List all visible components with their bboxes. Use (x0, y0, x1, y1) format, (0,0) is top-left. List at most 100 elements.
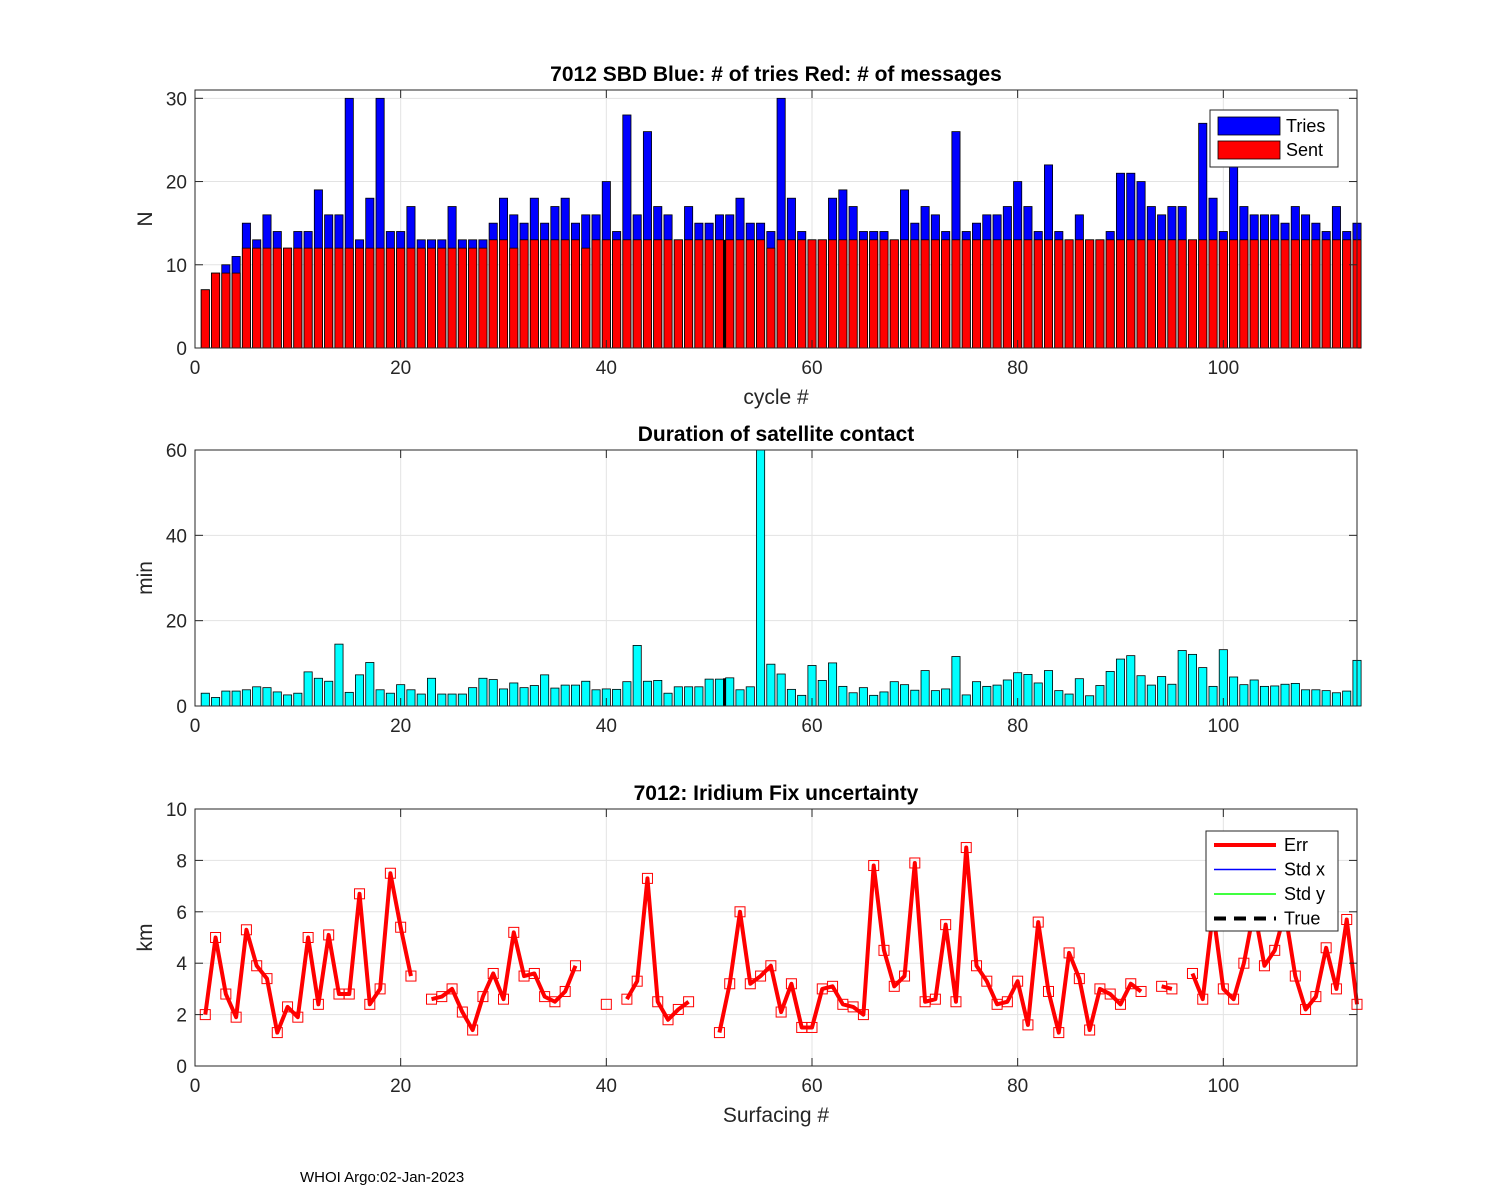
bar-sent (786, 239, 796, 349)
bar-duration (786, 688, 796, 707)
bar-sent (961, 239, 971, 349)
bar-duration (437, 693, 447, 707)
y-tick-label: 6 (176, 903, 187, 924)
chart-panel-fix-uncertainty: 0 20 40 60 80 100 0 2 4 6 8 10 7012: Iridium Fix unc… (134, 782, 1363, 1127)
point-marker (498, 993, 509, 1005)
bar-sent (1311, 239, 1321, 349)
point-marker (734, 906, 746, 918)
bar-sent (1167, 239, 1177, 349)
bar-sent (725, 239, 735, 349)
x-tick-label: 80 (1007, 358, 1028, 379)
point-marker (271, 1027, 283, 1039)
bar-duration (1239, 684, 1249, 707)
bar-duration (766, 663, 776, 707)
bar-sent (272, 247, 282, 349)
bar-duration (211, 697, 221, 707)
bar-sent (745, 239, 755, 349)
bar-sent (622, 239, 632, 349)
legend-label-sent: Sent (1286, 140, 1323, 160)
bar-sent (385, 247, 395, 349)
bar-sent (1280, 239, 1290, 349)
bar-duration (1342, 690, 1352, 707)
bar-duration (1198, 667, 1208, 707)
point-marker (436, 991, 448, 1003)
bar-sent (1239, 239, 1249, 349)
bar-duration (1167, 683, 1177, 707)
point-marker (683, 996, 695, 1008)
point-marker (672, 1003, 684, 1015)
bar-sent (570, 239, 580, 349)
x-tick-label: 0 (190, 1076, 201, 1097)
bar-duration (1218, 649, 1228, 707)
bar-sent (1126, 239, 1136, 349)
bar-duration (1229, 676, 1239, 707)
point-marker (755, 970, 767, 982)
x-tick-label: 20 (390, 358, 411, 379)
x-tick-label: 60 (801, 716, 822, 737)
bar-sent (211, 272, 221, 349)
bar-duration (879, 691, 889, 707)
point-marker (251, 960, 263, 972)
bar-sent (1033, 239, 1043, 349)
bar-sent (355, 247, 365, 349)
chart-panel-sbd-tries: 0 20 40 60 80 100 0 10 20 30 7012 SBD Blue: # of t… (134, 63, 1362, 409)
x-tick-label: 100 (1207, 1076, 1239, 1097)
bar-duration (427, 677, 437, 707)
bar-duration (313, 677, 323, 707)
point-marker (1001, 996, 1013, 1008)
point-marker (508, 926, 520, 938)
bar-sent (642, 239, 652, 349)
bar-duration (1136, 675, 1146, 707)
bar-sent (1208, 239, 1218, 349)
bar-duration (961, 694, 971, 707)
x-tick-label: 60 (801, 1076, 822, 1097)
bar-duration (817, 680, 827, 707)
bar-duration (262, 687, 272, 707)
bar-duration (509, 682, 519, 707)
bar-duration (385, 692, 395, 707)
bar-duration (1033, 682, 1043, 707)
legend-label-std-y: Std y (1284, 884, 1325, 904)
bar-duration (1270, 685, 1280, 707)
bar-sent (1054, 239, 1064, 349)
axes-frame (194, 808, 1358, 1067)
bar-duration (560, 684, 570, 707)
bar-duration (1331, 692, 1341, 707)
bar-duration (519, 687, 529, 707)
point-marker (806, 1021, 818, 1033)
bar-duration (447, 693, 457, 707)
bar-duration (673, 686, 683, 707)
bar-sent (869, 239, 879, 349)
y-tick-label: 20 (166, 173, 187, 194)
bar-sent (498, 239, 508, 349)
y-tick-label: 20 (166, 612, 187, 633)
bar-duration (725, 677, 735, 707)
point-marker (384, 867, 396, 879)
point-marker (940, 919, 952, 931)
bar-sent (396, 247, 406, 349)
bar-sent (1136, 239, 1146, 349)
bar-duration (1280, 683, 1290, 707)
bar-duration (1259, 685, 1269, 707)
point-marker (220, 988, 232, 1000)
bar-duration (1105, 671, 1115, 707)
bar-duration (653, 680, 663, 707)
bar-sent (231, 272, 241, 349)
bar-duration (1095, 685, 1105, 707)
bar-sent (344, 247, 354, 349)
point-marker (261, 973, 273, 985)
bar-sent (1249, 239, 1259, 349)
bar-sent (365, 247, 375, 349)
point-marker (878, 944, 890, 956)
bar-duration (1177, 650, 1187, 707)
bar-sent (252, 247, 262, 349)
y-axis-label: min (134, 561, 157, 595)
bar-duration (622, 681, 632, 707)
bar-sent (468, 247, 478, 349)
point-marker (765, 960, 777, 972)
chart-title: 7012: Iridium Fix uncertainty (634, 782, 919, 805)
bar-duration (1023, 674, 1033, 707)
x-tick-label: 20 (390, 716, 411, 737)
bar-sent (972, 239, 982, 349)
bar-sent (1198, 239, 1208, 349)
